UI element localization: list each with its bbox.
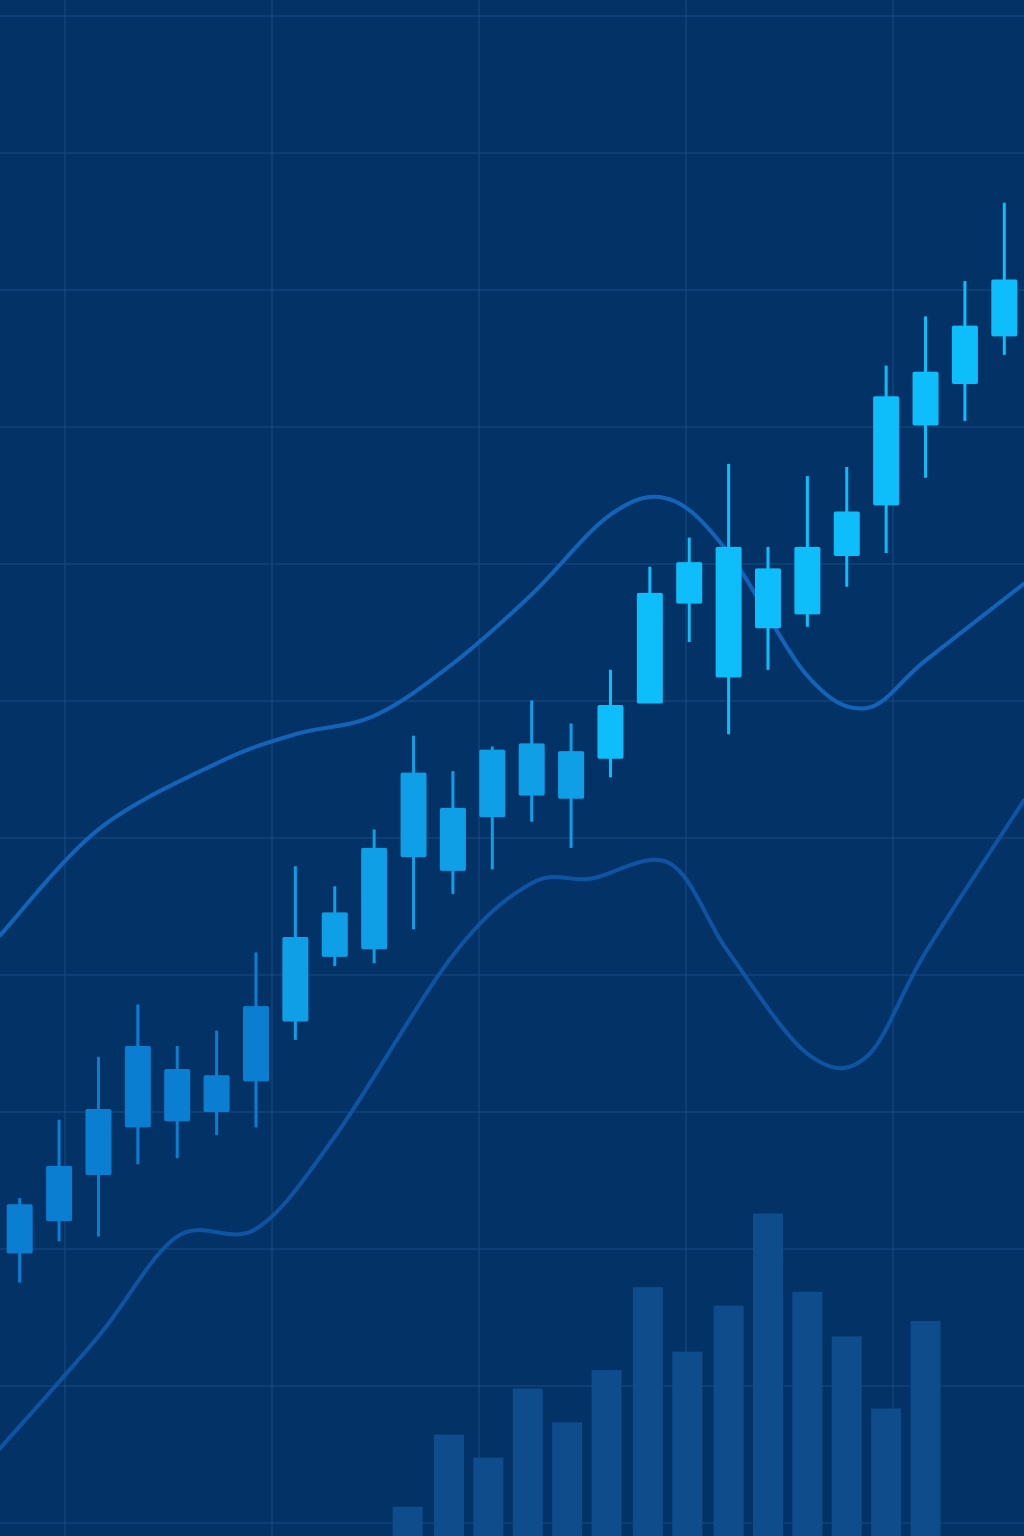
- candle-20: [755, 546, 781, 670]
- candle-body-16: [597, 705, 624, 759]
- volume-bar-8: [672, 1351, 703, 1536]
- candle-body-20: [755, 568, 781, 629]
- volume-bar-11: [792, 1291, 823, 1536]
- candle-19: [715, 463, 742, 735]
- candle-body-9: [321, 912, 348, 957]
- candle-24: [912, 316, 939, 478]
- volume-bar-6: [591, 1370, 622, 1536]
- volume-bars: [392, 1213, 941, 1536]
- candle-18: [676, 537, 703, 643]
- lower-band-line: [0, 798, 1024, 1451]
- candle-body-22: [833, 511, 860, 557]
- candle-body-8: [282, 936, 309, 1022]
- volume-bar-5: [552, 1422, 583, 1536]
- candle-body-14: [518, 743, 545, 796]
- candle-body-24: [912, 371, 939, 426]
- band-lines: [0, 494, 1024, 1451]
- candle-10: [361, 829, 388, 964]
- candle-body-10: [361, 847, 388, 950]
- candle-body-23: [873, 396, 900, 506]
- candle-body-2: [46, 1165, 73, 1222]
- candle-1: [6, 1198, 33, 1283]
- candle-14: [518, 700, 545, 822]
- candle-4: [124, 1004, 151, 1165]
- volume-bar-3: [473, 1457, 504, 1536]
- candle-21: [794, 476, 821, 627]
- candle-body-15: [558, 751, 585, 799]
- volume-bar-9: [713, 1305, 744, 1536]
- volume-bar-4: [512, 1388, 543, 1536]
- candle-9: [321, 886, 348, 967]
- volume-bar-12: [831, 1336, 862, 1536]
- candle-3: [85, 1056, 112, 1237]
- candle-body-18: [676, 562, 703, 604]
- candle-26: [991, 202, 1018, 355]
- candle-body-21: [794, 546, 821, 615]
- volume-bar-2: [433, 1434, 464, 1536]
- candle-6: [203, 1030, 230, 1136]
- candle-11: [400, 735, 427, 930]
- candle-body-25: [951, 325, 978, 384]
- volume-bar-13: [871, 1408, 902, 1536]
- candle-12: [439, 771, 466, 894]
- candle-body-13: [479, 749, 506, 818]
- candle-body-1: [6, 1204, 33, 1254]
- candle-7: [243, 952, 269, 1128]
- volume-bar-14: [910, 1320, 941, 1536]
- upper-band-line: [0, 494, 1024, 938]
- candle-body-12: [439, 807, 466, 871]
- candle-body-3: [85, 1108, 112, 1176]
- candle-17: [636, 566, 663, 704]
- candle-13: [479, 746, 506, 870]
- candle-body-17: [636, 592, 663, 704]
- candle-body-26: [991, 279, 1018, 337]
- candles: [6, 202, 1018, 1283]
- candle-25: [951, 281, 978, 421]
- volume-bar-7: [632, 1287, 663, 1536]
- candle-body-19: [715, 546, 742, 678]
- candle-16: [597, 669, 624, 778]
- candle-23: [873, 365, 900, 553]
- candle-2: [46, 1119, 73, 1242]
- candle-body-7: [243, 1006, 269, 1082]
- candle-5: [164, 1046, 191, 1159]
- candle-22: [833, 466, 860, 587]
- candle-body-11: [400, 772, 427, 858]
- candle-body-5: [164, 1069, 191, 1122]
- volume-bar-1: [392, 1506, 423, 1536]
- volume-bar-10: [753, 1213, 783, 1536]
- candle-8: [282, 866, 309, 1040]
- candle-body-4: [124, 1046, 151, 1128]
- candle-15: [558, 723, 585, 848]
- candle-body-6: [203, 1075, 230, 1113]
